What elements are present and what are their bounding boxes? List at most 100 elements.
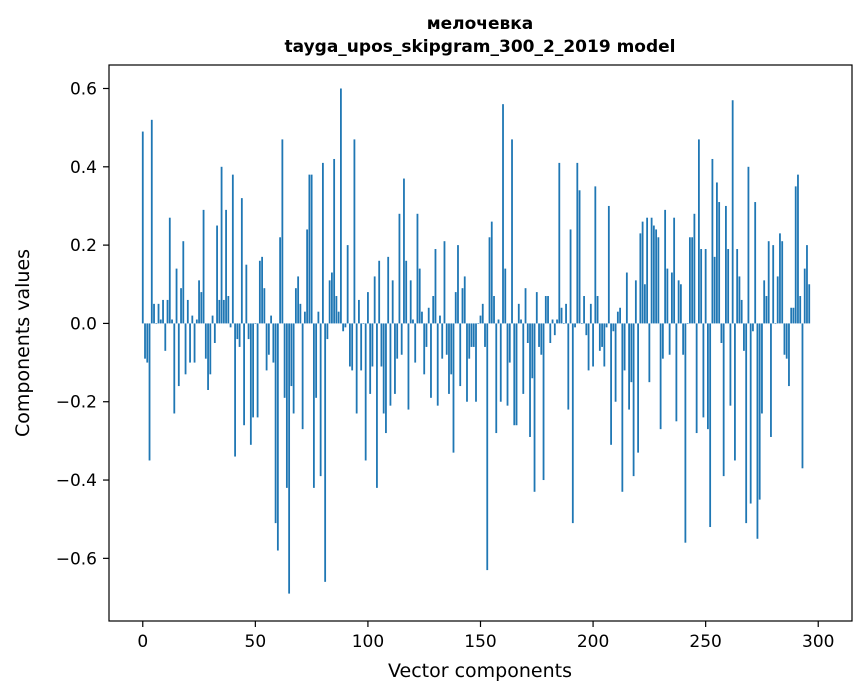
bar-277 bbox=[765, 296, 768, 324]
bar-252 bbox=[709, 323, 712, 528]
bar-120 bbox=[412, 319, 414, 324]
bar-75 bbox=[310, 174, 313, 324]
bar-274 bbox=[758, 323, 761, 500]
bar-191 bbox=[571, 323, 574, 524]
bar-167 bbox=[517, 303, 520, 324]
bar-114 bbox=[398, 213, 401, 324]
bar-236 bbox=[673, 217, 676, 324]
bar-59 bbox=[274, 323, 277, 524]
bar-62 bbox=[281, 139, 284, 324]
x-tick-label: 150 bbox=[464, 632, 496, 652]
bar-173 bbox=[531, 323, 534, 379]
bar-43 bbox=[238, 323, 241, 347]
bar-183 bbox=[553, 323, 556, 336]
bar-2 bbox=[146, 323, 149, 363]
y-tick-label: 0.6 bbox=[70, 79, 97, 99]
bar-58 bbox=[272, 323, 275, 363]
bar-27 bbox=[202, 209, 205, 324]
bar-295 bbox=[806, 245, 808, 324]
bar-49 bbox=[252, 323, 254, 418]
bar-218 bbox=[632, 323, 635, 477]
bar-181 bbox=[549, 323, 552, 343]
bar-146 bbox=[470, 323, 473, 347]
bar-111 bbox=[391, 280, 394, 324]
bar-24 bbox=[195, 319, 198, 324]
bar-235 bbox=[670, 272, 673, 324]
bar-231 bbox=[661, 323, 664, 359]
bar-174 bbox=[533, 323, 536, 492]
bar-10 bbox=[164, 323, 167, 351]
bar-139 bbox=[454, 292, 457, 324]
bar-246 bbox=[695, 323, 698, 434]
bar-169 bbox=[522, 323, 525, 394]
bar-68 bbox=[294, 288, 297, 324]
y-tick-label: −0.6 bbox=[56, 549, 97, 569]
bar-184 bbox=[556, 319, 558, 324]
bar-290 bbox=[794, 186, 797, 324]
bar-9 bbox=[162, 299, 164, 324]
bar-149 bbox=[477, 323, 480, 325]
bar-216 bbox=[628, 323, 631, 410]
bar-268 bbox=[745, 323, 748, 524]
bar-199 bbox=[589, 303, 592, 324]
bar-112 bbox=[394, 323, 396, 394]
bar-170 bbox=[524, 288, 527, 324]
bar-84 bbox=[330, 272, 333, 324]
bar-7 bbox=[157, 303, 160, 324]
bar-212 bbox=[619, 307, 621, 324]
bar-41 bbox=[234, 323, 236, 457]
bar-158 bbox=[497, 319, 500, 324]
bar-151 bbox=[481, 303, 484, 324]
bar-64 bbox=[285, 323, 288, 488]
bar-249 bbox=[702, 323, 705, 418]
bar-179 bbox=[544, 296, 547, 324]
bar-238 bbox=[677, 280, 680, 324]
bar-203 bbox=[598, 323, 601, 351]
bar-69 bbox=[297, 276, 300, 324]
bar-134 bbox=[443, 241, 446, 324]
y-axis-ticks: −0.6 −0.4 −0.2 0.0 0.2 0.4 0.6 bbox=[56, 79, 109, 569]
bar-104 bbox=[376, 323, 378, 488]
bar-281 bbox=[774, 323, 777, 325]
bar-95 bbox=[355, 323, 358, 414]
bar-243 bbox=[688, 237, 691, 324]
bar-92 bbox=[349, 323, 351, 367]
bar-197 bbox=[585, 323, 588, 336]
bar-119 bbox=[409, 280, 412, 324]
bar-214 bbox=[623, 323, 626, 371]
bar-156 bbox=[493, 296, 495, 324]
bar-263 bbox=[734, 323, 736, 461]
bar-232 bbox=[664, 209, 667, 324]
bar-250 bbox=[704, 249, 707, 324]
bar-166 bbox=[515, 323, 518, 426]
bar-28 bbox=[204, 323, 207, 359]
bar-90 bbox=[344, 323, 347, 328]
bar-56 bbox=[267, 323, 270, 355]
bar-129 bbox=[432, 296, 435, 324]
bar-230 bbox=[659, 323, 662, 430]
bar-12 bbox=[168, 217, 171, 324]
x-axis-label: Vector components bbox=[388, 660, 572, 682]
bar-253 bbox=[711, 158, 714, 324]
y-tick-label: −0.4 bbox=[56, 471, 97, 491]
bar-205 bbox=[603, 323, 606, 367]
bar-5 bbox=[153, 303, 155, 324]
bar-143 bbox=[463, 276, 466, 324]
bar-3 bbox=[148, 323, 151, 461]
bar-285 bbox=[783, 323, 786, 355]
bar-110 bbox=[389, 323, 392, 406]
bar-163 bbox=[508, 323, 511, 363]
x-tick-label: 200 bbox=[577, 632, 609, 652]
bar-175 bbox=[535, 292, 538, 324]
bar-55 bbox=[265, 323, 268, 371]
x-axis-ticks: 0 50 100 150 200 250 300 bbox=[137, 621, 834, 652]
bar-16 bbox=[177, 323, 180, 387]
bar-53 bbox=[261, 256, 264, 324]
bar-31 bbox=[211, 315, 214, 324]
bar-85 bbox=[333, 158, 336, 324]
bar-262 bbox=[731, 100, 734, 324]
bar-38 bbox=[227, 296, 230, 324]
bar-145 bbox=[468, 323, 471, 359]
bar-113 bbox=[396, 323, 399, 359]
bar-126 bbox=[425, 323, 428, 347]
